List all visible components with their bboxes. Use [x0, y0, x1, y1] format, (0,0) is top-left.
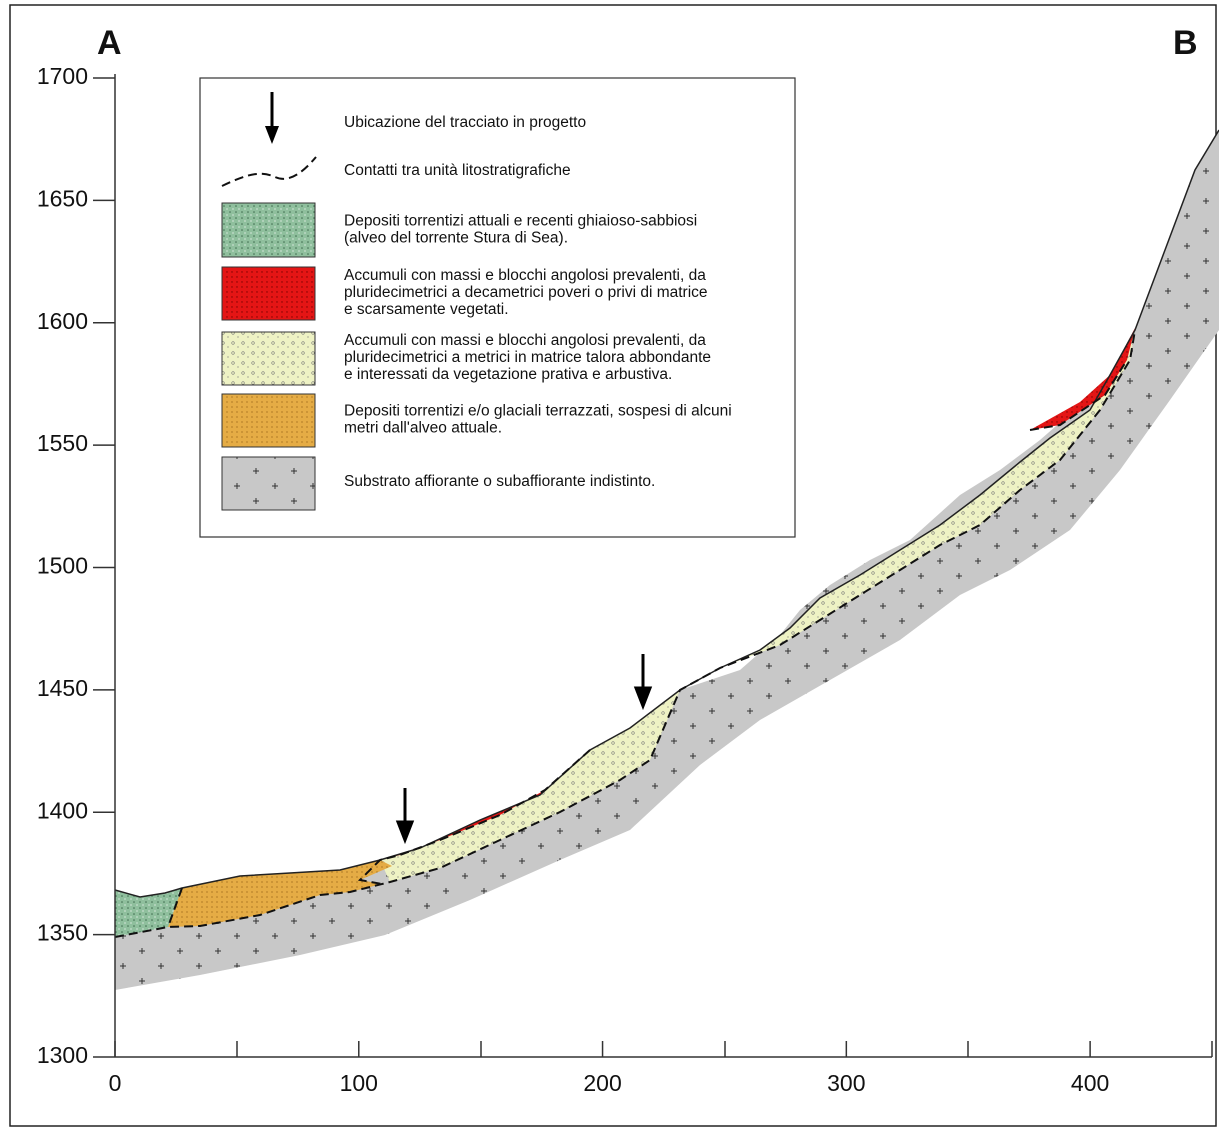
- contact: [1029, 359, 1128, 431]
- contact: [357, 749, 591, 885]
- swatch: [221, 456, 316, 511]
- legend-text: pluridecimetrici a decametrici poveri o …: [344, 284, 708, 301]
- x-tick-label: 100: [340, 1070, 378, 1096]
- arrow-head: [395, 820, 415, 845]
- legend-text: Depositi torrentizi e/o glaciali terrazz…: [344, 403, 732, 420]
- y-tick-label: 1550: [37, 430, 88, 456]
- legend-text: Accumuli con massi e blocchi angolosi pr…: [344, 332, 706, 349]
- frame: [9, 4, 1217, 1127]
- swatch: [221, 202, 316, 258]
- legend-text: Contatti tra unità litostratigrafiche: [344, 162, 571, 179]
- surface: [114, 129, 1219, 898]
- legend-text: e scarsamente vegetati.: [344, 301, 509, 318]
- geology: [114, 129, 1219, 990]
- y-tick-label: 1600: [37, 308, 88, 334]
- x-tick-label: 200: [583, 1070, 621, 1096]
- legend-text: metri dall'alveo attuale.: [344, 420, 502, 437]
- y-tick-label: 1500: [37, 553, 88, 579]
- legend-text: Substrato affiorante o subaffiorante ind…: [344, 473, 655, 490]
- legend-text: e interessati da vegetazione prativa e a…: [344, 366, 672, 383]
- swatch: [221, 331, 316, 386]
- label-a: A: [97, 24, 122, 62]
- contact: [167, 887, 183, 928]
- legend-text: (alveo del torrente Stura di Sea).: [344, 230, 568, 247]
- x-tick-label: 400: [1071, 1070, 1109, 1096]
- y-tick-label: 1700: [37, 63, 88, 89]
- contact: [114, 329, 1136, 938]
- legend-contact: [221, 156, 317, 187]
- legend-text: pluridecimetrici a metrici in matrice ta…: [344, 349, 711, 366]
- legend-text: Depositi torrentizi attuali e recenti gh…: [344, 213, 697, 230]
- legend-text: Ubicazione del tracciato in progetto: [344, 114, 586, 131]
- x-tick-label: 0: [109, 1070, 122, 1096]
- swatch: [221, 266, 316, 321]
- swatch: [221, 393, 316, 448]
- label-b: B: [1173, 24, 1198, 62]
- y-tick-label: 1300: [37, 1042, 88, 1068]
- axes: [93, 74, 1213, 1058]
- unit-orange: [168, 860, 392, 927]
- y-tick-label: 1650: [37, 185, 88, 211]
- arrows: [395, 654, 653, 845]
- legend: Ubicazione del tracciato in progetto Cont…: [199, 77, 796, 538]
- unit-green: [115, 888, 182, 937]
- x-tick-label: 300: [827, 1070, 865, 1096]
- legend-text: Accumuli con massi e blocchi angolosi pr…: [344, 267, 706, 284]
- y-tick-label: 1450: [37, 675, 88, 701]
- arrow-head: [633, 686, 653, 711]
- y-tick-label: 1350: [37, 920, 88, 946]
- legend-arrow-head: [265, 126, 279, 144]
- y-tick-label: 1400: [37, 797, 88, 823]
